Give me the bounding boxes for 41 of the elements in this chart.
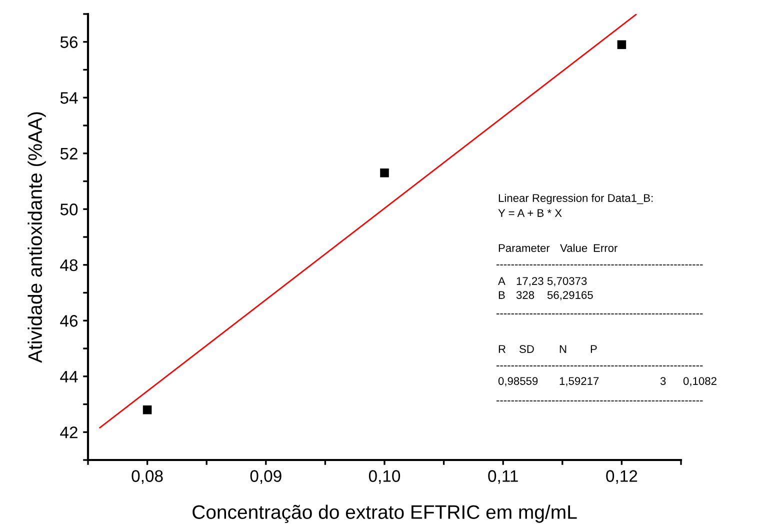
x-tick-label: 0,08	[132, 470, 163, 484]
annotation: A	[498, 277, 506, 285]
x-tick-label: 0,11	[488, 470, 518, 484]
annotation: N	[560, 345, 566, 353]
y-tick-label: 56	[60, 36, 78, 48]
annotation: 56,29165	[547, 291, 593, 300]
annotation: 328	[516, 291, 534, 299]
point	[380, 168, 389, 178]
y-tick-label: 50	[60, 204, 78, 216]
point	[142, 405, 152, 414]
annotation: 5,70373	[547, 277, 587, 286]
annotation: 3	[660, 377, 666, 385]
annotation: --------------------------------------------------------	[496, 365, 703, 366]
x-axis-title: Concentração do extrato EFTRIC em mg/mL	[192, 504, 577, 523]
x-tick-label: 0,12	[606, 470, 638, 484]
annotation: B	[498, 291, 505, 299]
annotation: SD	[520, 345, 534, 353]
annotation: R	[498, 345, 506, 353]
y-tick-label: 52	[60, 148, 78, 160]
x-tick-label: 0,09	[250, 470, 282, 484]
annotation: Parameter	[498, 244, 550, 252]
annotation: Y = A + B * X	[498, 209, 562, 217]
y-tick-label: 44	[60, 370, 78, 382]
y-tick-label: 46	[60, 315, 78, 327]
annotation: P	[590, 345, 597, 353]
y-axis-title: Atividade antioxidante (%AA)	[28, 112, 46, 363]
annotation: 1,59217	[560, 377, 599, 386]
annotation: 0,98559	[498, 377, 538, 386]
annotation: Error	[594, 244, 618, 252]
y-tick-label: 48	[60, 259, 78, 272]
point	[617, 40, 626, 50]
annotation: --------------------------------------------------------	[496, 264, 703, 266]
y-tick-label: 54	[60, 92, 78, 104]
annotation: Linear Regression for Data1_B:	[498, 194, 653, 204]
annotation: 17,23	[516, 277, 544, 286]
x-tick-label: 0,10	[368, 470, 400, 484]
y-tick-label: 42	[60, 426, 78, 438]
annotation: Value	[560, 244, 588, 252]
annotation: --------------------------------------------------------	[496, 313, 703, 314]
annotation: --------------------------------------------------------	[496, 400, 703, 402]
text: 0,1082	[683, 377, 716, 386]
